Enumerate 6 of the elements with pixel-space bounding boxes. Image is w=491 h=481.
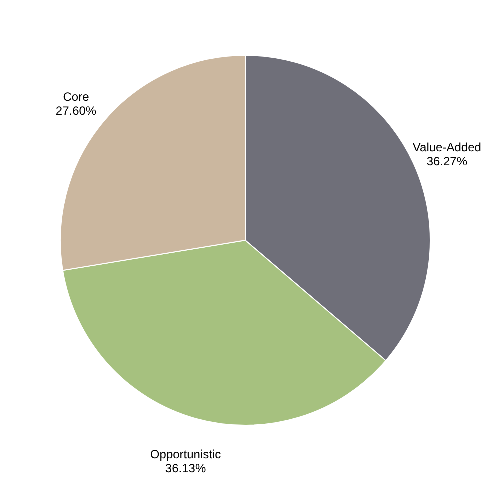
slice-label: Opportunistic [150,447,222,462]
data-label: 36.13% [165,461,206,476]
data-label: 36.27% [426,154,468,169]
slice-label: Core [63,90,90,104]
data-label: 27.60% [56,104,97,118]
slice-label: Value-Added [412,140,482,155]
